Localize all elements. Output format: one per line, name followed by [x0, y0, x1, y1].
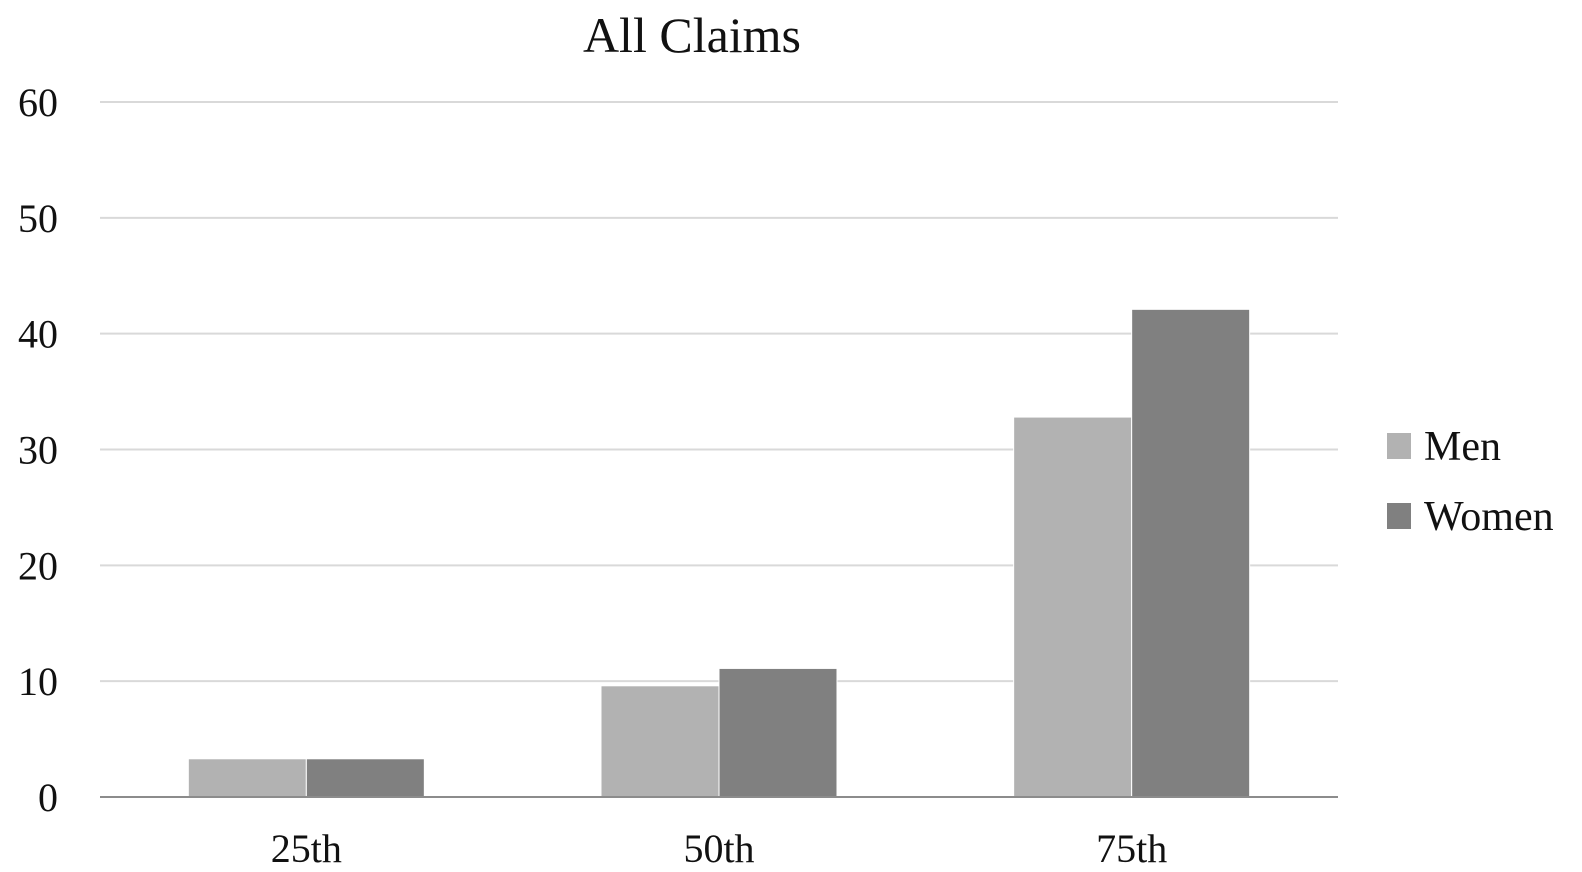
- x-tick-label: 25th: [271, 826, 342, 871]
- bar-women-50th: [718, 667, 838, 798]
- bar-men-25th: [187, 758, 307, 798]
- y-tick-label: 30: [18, 428, 58, 473]
- legend-swatch-women: [1387, 503, 1411, 529]
- bar-women-25th: [305, 758, 425, 798]
- bars: [187, 308, 1251, 798]
- bar-men-50th: [600, 685, 720, 798]
- chart-title: All Claims: [583, 7, 801, 63]
- legend-swatch-men: [1387, 433, 1411, 459]
- y-tick-label: 40: [18, 312, 58, 357]
- bar-men-75th: [1013, 416, 1133, 798]
- legend-label-men: Men: [1424, 424, 1501, 470]
- y-tick-label: 10: [18, 659, 58, 704]
- y-axis-ticks: 0 10 20 30 40 50 60: [18, 80, 58, 820]
- bar-women-75th: [1131, 308, 1251, 798]
- legend: Men Women: [1387, 424, 1554, 540]
- legend-label-women: Women: [1424, 494, 1554, 540]
- x-axis-ticks: 25th 50th 75th: [271, 826, 1167, 871]
- y-tick-label: 60: [18, 80, 58, 125]
- x-tick-label: 75th: [1096, 826, 1167, 871]
- x-tick-label: 50th: [683, 826, 754, 871]
- y-tick-label: 0: [38, 775, 58, 820]
- y-tick-label: 20: [18, 543, 58, 588]
- y-tick-label: 50: [18, 196, 58, 241]
